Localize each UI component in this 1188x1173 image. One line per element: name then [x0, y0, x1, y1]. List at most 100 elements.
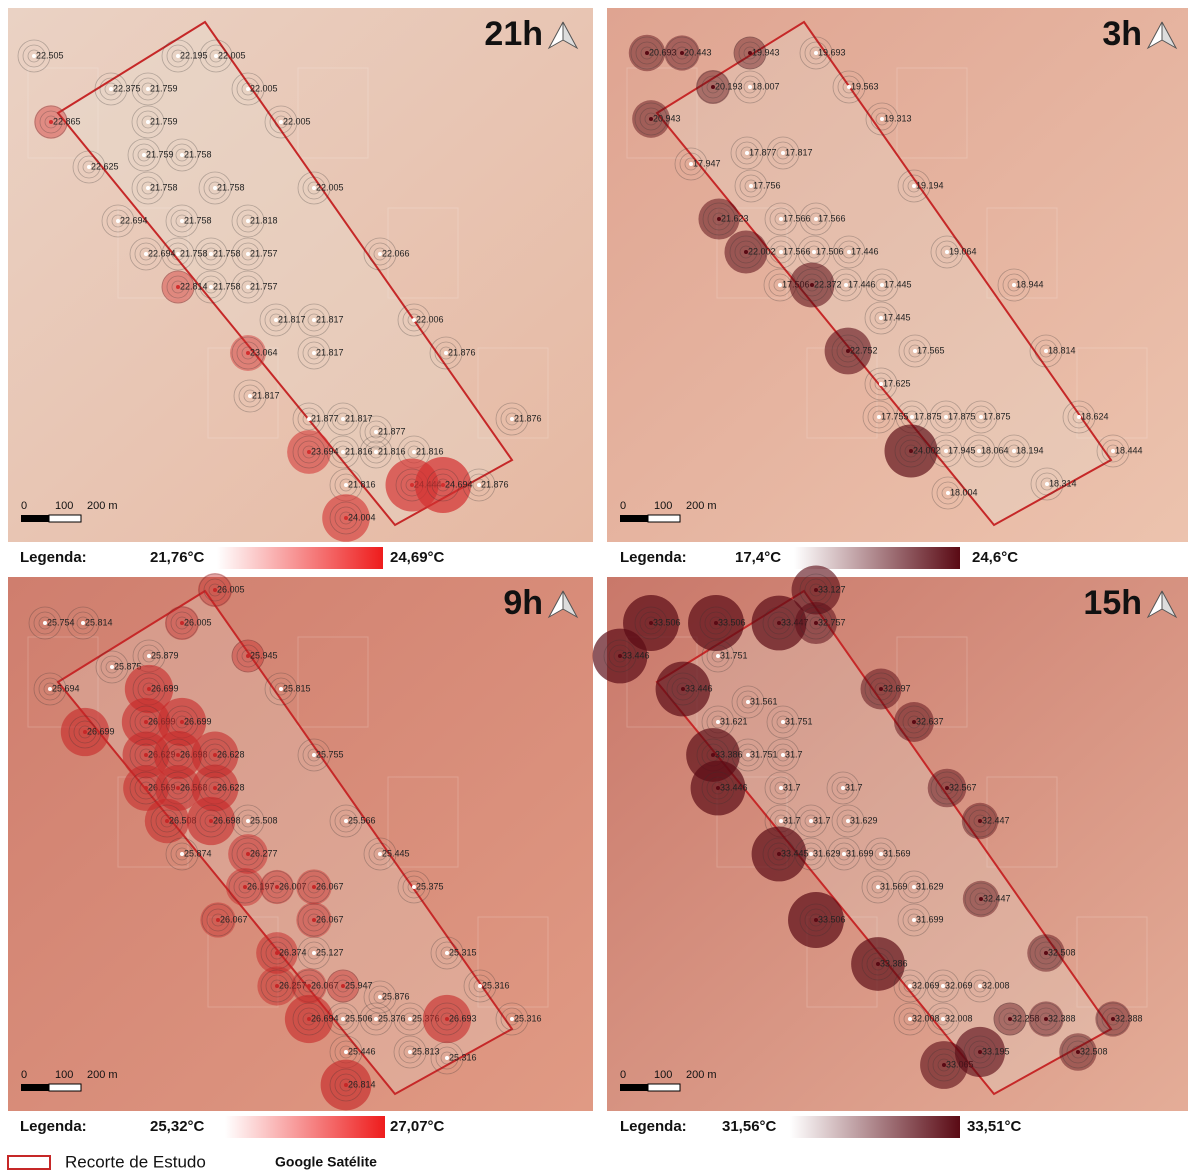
- temperature-label: 32.697: [883, 683, 911, 693]
- temperature-label: 21.758: [217, 182, 245, 192]
- temperature-label: 26.699: [151, 683, 179, 693]
- temperature-label: 17.506: [816, 246, 844, 256]
- temperature-label: 26.277: [250, 848, 278, 858]
- legend-max: 27,07°C: [390, 1118, 445, 1135]
- temperature-label: 33.506: [653, 617, 681, 627]
- temperature-label: 19.943: [752, 47, 780, 57]
- temperature-label: 31.7: [845, 782, 863, 792]
- temperature-label: 26.694: [311, 1013, 339, 1023]
- temperature-label: 25.876: [382, 991, 410, 1001]
- temperature-label: 17.566: [783, 246, 811, 256]
- temperature-label: 22.372: [814, 279, 842, 289]
- temperature-label: 21.758: [213, 248, 241, 258]
- temperature-label: 18.007: [752, 81, 780, 91]
- temperature-label: 19.563: [851, 81, 879, 91]
- scale-bar: [21, 515, 49, 522]
- temperature-label: 25.874: [184, 848, 212, 858]
- time-label: 3h: [1102, 15, 1142, 53]
- temperature-label: 22.005: [250, 83, 278, 93]
- legend-gradient: [790, 1116, 960, 1138]
- temperature-label: 25.376: [378, 1013, 406, 1023]
- temperature-label: 18.444: [1115, 445, 1143, 455]
- temperature-label: 21.758: [184, 215, 212, 225]
- temperature-label: 23.694: [311, 446, 339, 456]
- temperature-label: 21.623: [721, 213, 749, 223]
- temperature-label: 20.443: [684, 47, 712, 57]
- temperature-label: 21.817: [278, 314, 306, 324]
- temperature-label: 26.814: [348, 1079, 376, 1089]
- time-label: 21h: [484, 15, 543, 53]
- temperature-label: 25.315: [449, 947, 477, 957]
- temperature-label: 26.005: [184, 617, 212, 627]
- temperature-label: 26.374: [279, 947, 307, 957]
- temperature-label: 31.621: [720, 716, 748, 726]
- temperature-label: 33.386: [715, 749, 743, 759]
- temperature-label: 21.758: [180, 248, 208, 258]
- temperature-label: 26.693: [449, 1013, 477, 1023]
- temperature-label: 21.757: [250, 281, 278, 291]
- temperature-label: 32.508: [1080, 1046, 1108, 1056]
- legend-gradient: [225, 1116, 385, 1138]
- temperature-label: 17.445: [884, 279, 912, 289]
- temperature-label: 26.005: [217, 584, 245, 594]
- temperature-label: 22.752: [850, 345, 878, 355]
- temperature-label: 21.816: [416, 446, 444, 456]
- temperature-label: 17.945: [948, 445, 976, 455]
- legend-min: 21,76°C: [150, 549, 205, 566]
- temperature-label: 31.569: [883, 848, 911, 858]
- temperature-label: 26.067: [220, 914, 248, 924]
- temperature-label: 32.388: [1115, 1013, 1143, 1023]
- temperature-label: 33.506: [818, 914, 846, 924]
- temperature-label: 25.754: [47, 617, 75, 627]
- temperature-label: 24.002: [913, 445, 941, 455]
- temperature-label: 17.566: [783, 213, 811, 223]
- temperature-label: 19.693: [818, 47, 846, 57]
- temperature-label: 19.194: [916, 180, 944, 190]
- temperature-label: 25.879: [151, 650, 179, 660]
- temperature-label: 22.814: [180, 281, 208, 291]
- temperature-label: 25.446: [348, 1046, 376, 1056]
- legend-gradient: [217, 547, 383, 569]
- scale-label: 100: [654, 1069, 672, 1081]
- temperature-label: 22.005: [283, 116, 311, 126]
- temperature-label: 17.875: [948, 411, 976, 421]
- temperature-label: 31.629: [850, 815, 878, 825]
- temperature-label: 18.064: [981, 445, 1009, 455]
- temperature-label: 32.757: [818, 617, 846, 627]
- temperature-label: 21.757: [250, 248, 278, 258]
- temperature-label: 22.505: [36, 50, 64, 60]
- temperature-label: 21.876: [514, 413, 542, 423]
- scale-bar: [648, 1084, 680, 1091]
- temperature-label: 22.005: [218, 50, 246, 60]
- scale-label: 100: [654, 500, 672, 512]
- temperature-label: 31.629: [916, 881, 944, 891]
- temperature-label: 18.624: [1081, 411, 1109, 421]
- legend-max: 24,6°C: [972, 549, 1018, 566]
- temperature-label: 31.751: [720, 650, 748, 660]
- temperature-label: 21.816: [345, 446, 373, 456]
- temperature-label: 33.127: [818, 584, 846, 594]
- temperature-label: 21.758: [213, 281, 241, 291]
- temperature-label: 26.698: [213, 815, 241, 825]
- temperature-label: 32.008: [945, 1013, 973, 1023]
- temperature-label: 22.066: [382, 248, 410, 258]
- legend-label: Legenda:: [620, 549, 687, 566]
- temperature-label: 18.314: [1049, 478, 1077, 488]
- temperature-label: 21.877: [311, 413, 339, 423]
- temperature-label: 33.195: [982, 1046, 1010, 1056]
- temperature-label: 25.755: [316, 749, 344, 759]
- scale-label: 200 m: [686, 1069, 717, 1081]
- temperature-label: 31.7: [785, 749, 803, 759]
- temperature-label: 33.446: [622, 650, 650, 660]
- scale-label: 200 m: [87, 500, 118, 512]
- legend-gradient: [794, 547, 960, 569]
- temperature-label: 20.193: [715, 81, 743, 91]
- scale-label: 0: [620, 1069, 626, 1081]
- temperature-label: 21.876: [481, 479, 509, 489]
- temperature-label: 32.069: [912, 980, 940, 990]
- temperature-label: 18.004: [950, 487, 978, 497]
- temperature-label: 21.818: [250, 215, 278, 225]
- temperature-label: 17.875: [914, 411, 942, 421]
- temperature-label: 33.506: [718, 617, 746, 627]
- temperature-label: 22.195: [180, 50, 208, 60]
